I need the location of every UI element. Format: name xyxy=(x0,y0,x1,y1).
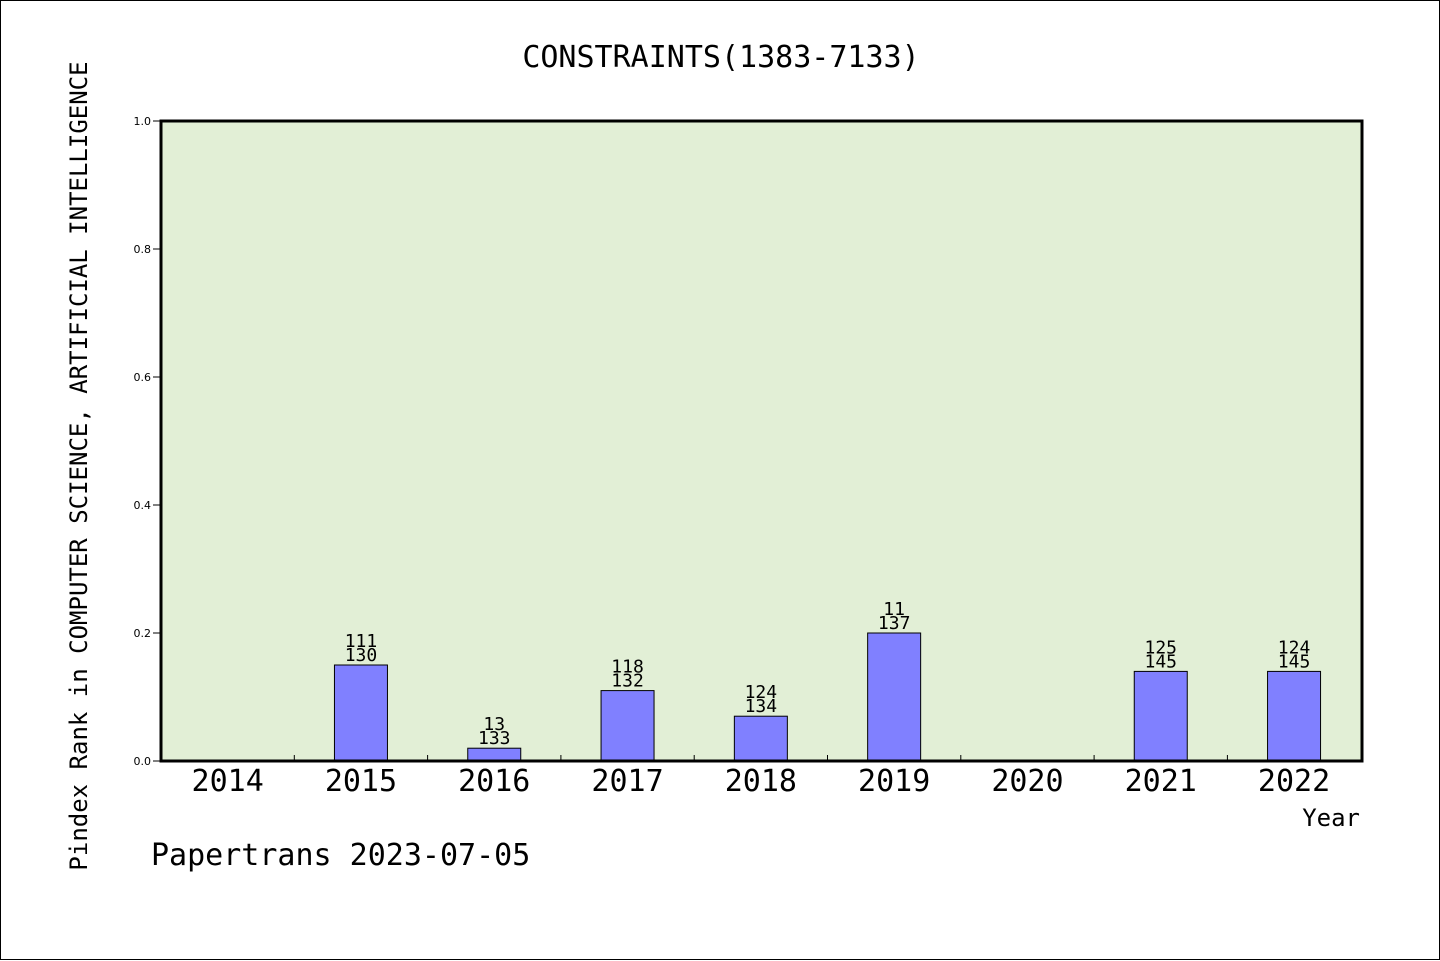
bar-label-bottom-2015: 130 xyxy=(345,645,378,666)
y-tick-label-4: 0.8 xyxy=(134,243,152,256)
plot-area xyxy=(161,121,1362,761)
y-tick-label-0: 0.0 xyxy=(134,755,152,768)
bar-label-top-2019: 11 xyxy=(883,599,905,620)
y-tick-label-5: 1.0 xyxy=(134,115,152,128)
bar-label-bottom-2021: 145 xyxy=(1144,651,1177,672)
bar-label-top-2017: 118 xyxy=(611,657,644,678)
x-tick-label-2021: 2021 xyxy=(1125,764,1197,799)
bar-2018 xyxy=(733,715,788,762)
footer-label: Papertrans 2023-07-05 xyxy=(151,838,530,873)
x-axis-label: Year xyxy=(1302,804,1360,832)
x-tick-label-2019: 2019 xyxy=(858,764,930,799)
x-tick-label-2022: 2022 xyxy=(1258,764,1330,799)
bar-label-top-2016: 13 xyxy=(483,714,505,735)
bar-label-top-2021: 125 xyxy=(1144,637,1177,658)
x-tick-label-2016: 2016 xyxy=(458,764,530,799)
plot-border xyxy=(159,119,1364,763)
x-tick-label-2020: 2020 xyxy=(991,764,1063,799)
y-tick-label-1: 0.2 xyxy=(134,627,152,640)
bar-label-bottom-2016: 133 xyxy=(478,728,511,749)
bar-label-top-2022: 124 xyxy=(1278,637,1311,658)
y-axis-label: Pindex Rank in COMPUTER SCIENCE, ARTIFIC… xyxy=(65,61,93,870)
x-tick-label-2018: 2018 xyxy=(725,764,797,799)
chart-title: CONSTRAINTS(1383-7133) xyxy=(522,40,919,75)
bar-2022 xyxy=(1267,670,1322,762)
bar-label-bottom-2018: 134 xyxy=(745,696,778,717)
x-tick-label-2017: 2017 xyxy=(591,764,663,799)
bar-2015 xyxy=(333,664,388,762)
bar-label-bottom-2017: 132 xyxy=(611,671,644,692)
bar-label-bottom-2022: 145 xyxy=(1278,651,1311,672)
x-tick-label-2014: 2014 xyxy=(192,764,264,799)
bar-label-top-2015: 111 xyxy=(345,631,378,652)
y-tick-label-3: 0.6 xyxy=(134,371,152,384)
bar-2016 xyxy=(467,747,522,762)
bar-2017 xyxy=(600,690,655,762)
bar-label-top-2018: 124 xyxy=(745,682,778,703)
y-tick-label-2: 0.4 xyxy=(134,499,152,512)
bar-label-bottom-2019: 137 xyxy=(878,613,911,634)
x-tick-label-2015: 2015 xyxy=(325,764,397,799)
bar-2021 xyxy=(1133,670,1188,762)
bar-2019 xyxy=(867,632,922,762)
